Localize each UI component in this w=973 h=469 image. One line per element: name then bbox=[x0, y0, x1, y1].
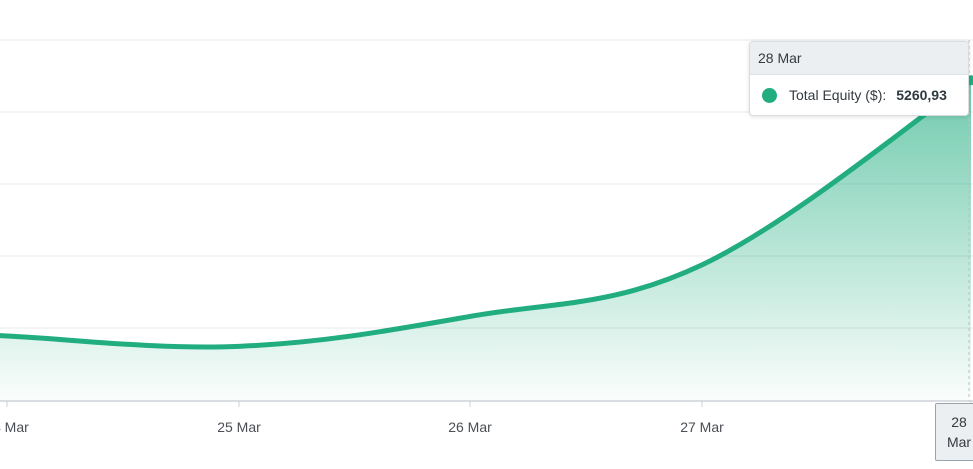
x-tick-label: 25 Mar bbox=[217, 419, 261, 435]
tooltip-date: 28 Mar bbox=[750, 42, 968, 75]
tooltip-value: 5260,93 bbox=[896, 87, 947, 103]
series-dot-icon bbox=[762, 87, 777, 103]
x-tick-label: 24 Mar bbox=[0, 419, 29, 435]
equity-series-line bbox=[0, 77, 973, 350]
crosshair-date-label: 28 Mar bbox=[935, 403, 973, 461]
equity-area-fill bbox=[0, 80, 971, 401]
x-tick-label: 26 Mar bbox=[448, 419, 492, 435]
x-tick-label: 27 Mar bbox=[680, 419, 724, 435]
chart-tooltip: 28 Mar Total Equity ($): 5260,93 bbox=[749, 41, 969, 116]
tooltip-series-name: Total Equity ($): bbox=[789, 87, 887, 103]
tooltip-row: Total Equity ($): 5260,93 bbox=[750, 75, 968, 115]
